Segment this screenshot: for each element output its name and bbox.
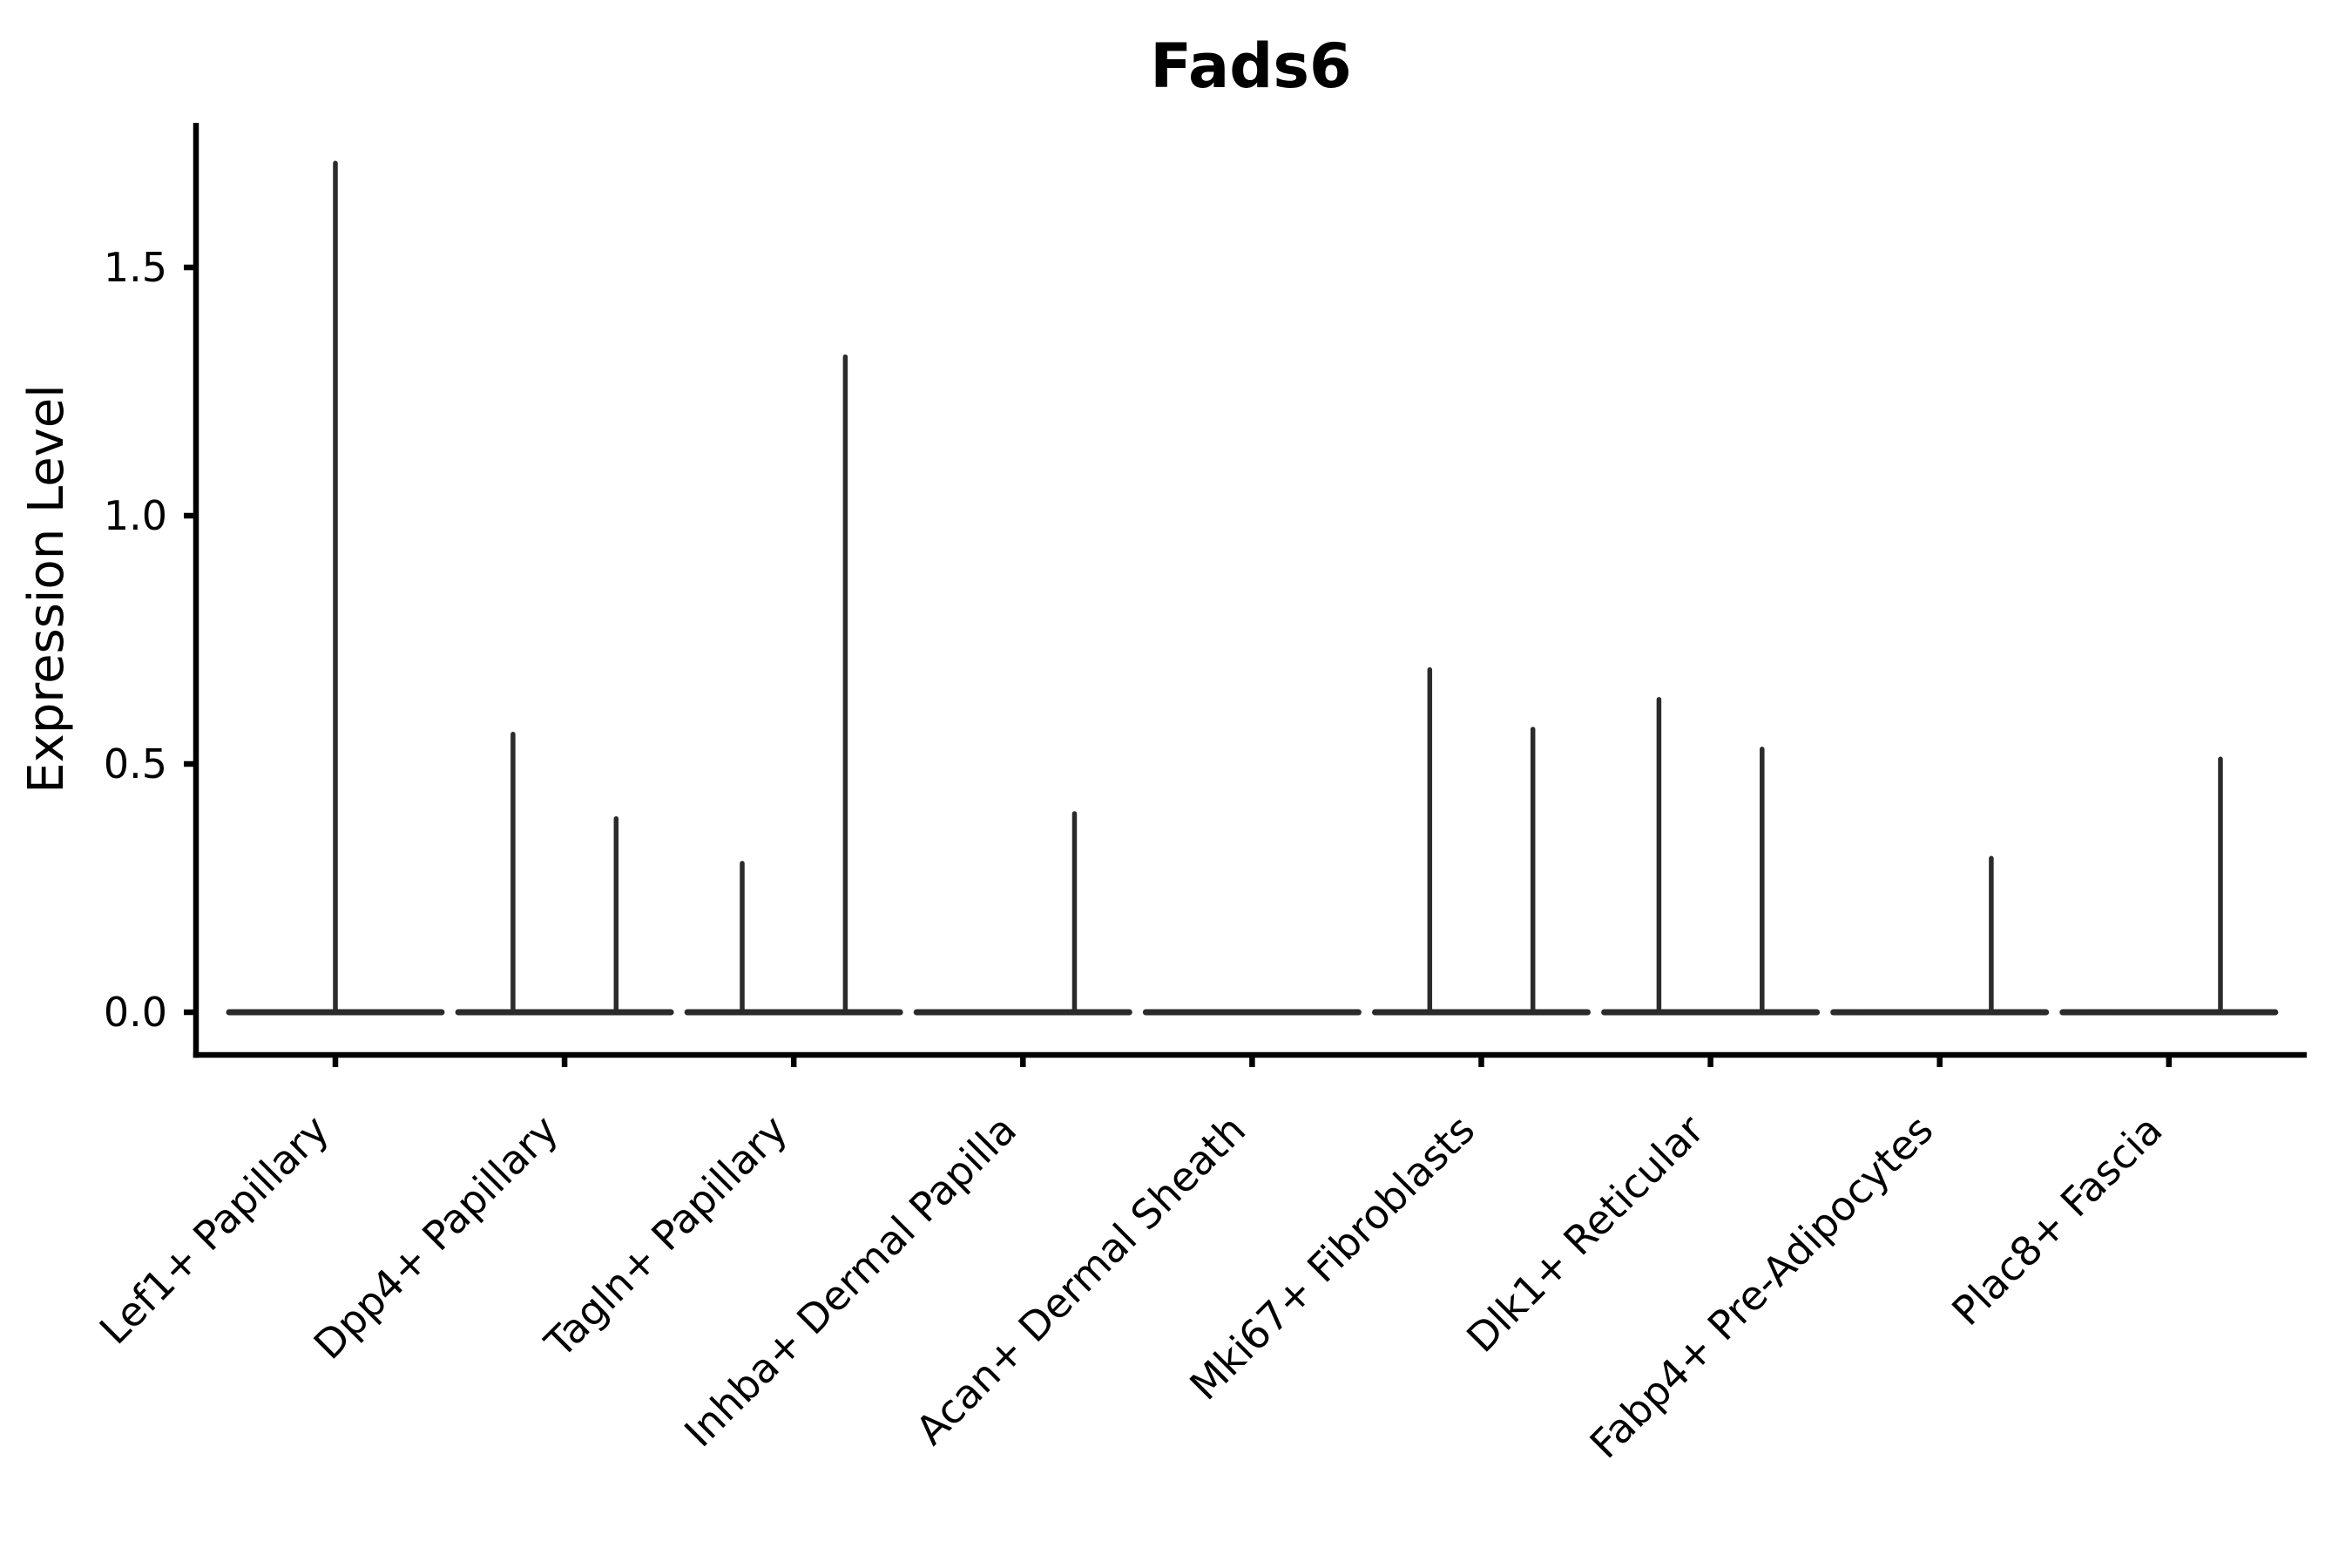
violin [1372,666,1591,1016]
violin [2059,756,2279,1016]
axes-layer [184,123,2307,1067]
y-tick-label: 1.5 [104,244,167,291]
x-tick-label: Dlk1+ Reticular [1457,1106,1713,1362]
violin [684,354,903,1016]
x-tick-label: Plac8+ Fascia [1943,1106,2171,1335]
x-tick-label: Dpp4+ Papillary [305,1106,567,1369]
y-tick-label: 0.5 [104,740,167,787]
chart-title: Fads6 [1150,30,1351,102]
y-tick-label: 0.0 [104,989,167,1036]
violin-body [1146,1010,1359,1015]
violin [1830,855,2050,1016]
violin [1142,1009,1362,1016]
y-axis-label: Expression Level [18,384,75,794]
x-tick-label: Lef1+ Papillary [91,1106,338,1354]
x-tick-label: Tagln+ Papillary [535,1106,796,1368]
violin [455,732,674,1016]
y-tick-label: 1.0 [104,492,167,539]
violin [226,160,445,1016]
violins-layer [226,160,2279,1016]
violin [1601,697,1821,1016]
violin [913,811,1132,1016]
